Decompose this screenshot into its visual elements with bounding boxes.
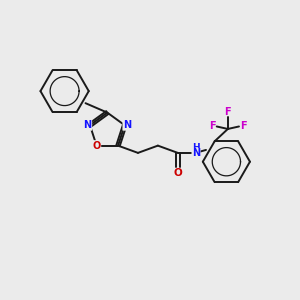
Text: N: N — [123, 120, 131, 130]
Text: O: O — [92, 141, 101, 151]
Text: F: F — [240, 122, 247, 131]
Text: O: O — [173, 168, 182, 178]
Text: H: H — [192, 143, 200, 152]
Text: F: F — [224, 107, 231, 117]
Text: N: N — [192, 148, 200, 158]
Text: F: F — [209, 122, 216, 131]
Text: N: N — [83, 120, 92, 130]
